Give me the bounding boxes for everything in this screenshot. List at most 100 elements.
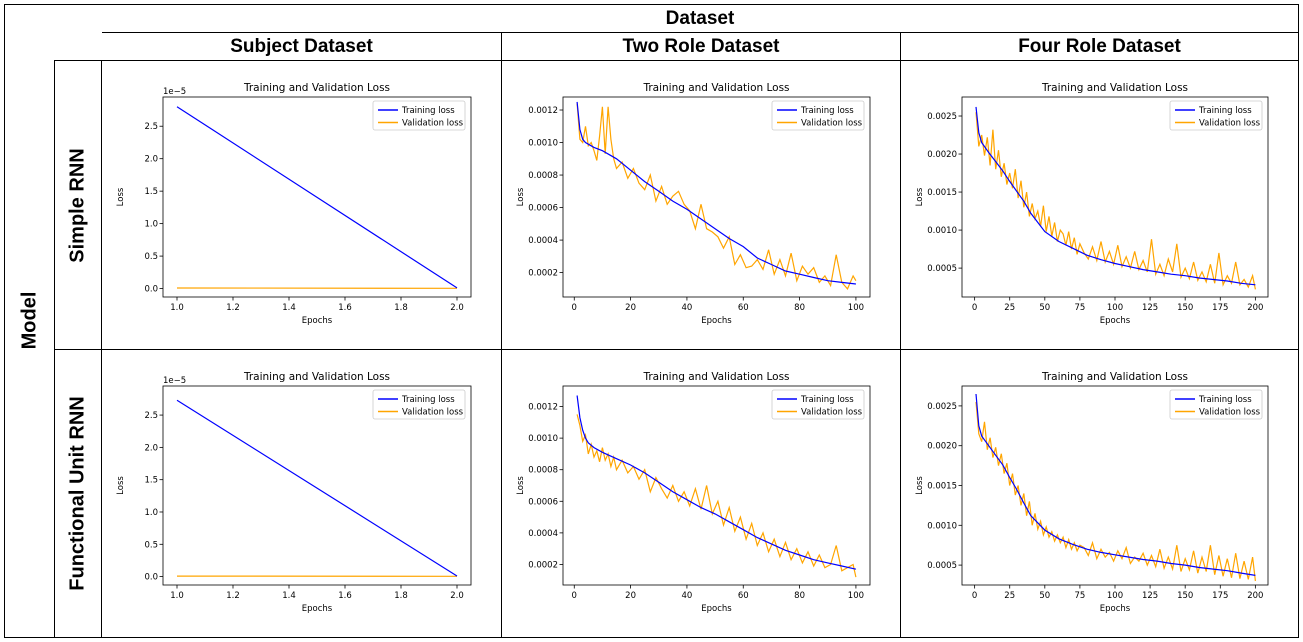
loss-chart-4: Training and Validation Loss 0 20 40 60 80 100… [516,371,871,614]
x-tick-label: 0 [972,303,977,313]
y-tick-label: 0.0002 [528,560,558,570]
x-tick-label: 175 [1212,303,1228,313]
y-tick-label: 0.5 [144,540,158,550]
y-tick-label: 0.5 [144,252,158,262]
legend-entry: Training loss [401,106,455,116]
y-tick-label: 0.0020 [927,442,957,452]
x-tick-label: 20 [625,591,636,601]
y-tick-label: 0.0012 [528,106,558,116]
y-axis-label: Loss [516,187,526,206]
y-tick-label: 0.0010 [528,434,558,444]
x-tick-label: 75 [1074,303,1085,313]
y-tick-label: 0.0005 [927,264,957,274]
x-tick-label: 150 [1177,303,1193,313]
y-tick-label: 0.0015 [927,188,957,198]
validation-loss-line [975,401,1256,582]
training-loss-line [176,106,458,289]
x-tick-label: 125 [1142,591,1158,601]
training-loss-line [576,395,857,570]
y-axis-label: Loss [116,476,126,495]
x-tick-label: 75 [1074,591,1085,601]
col-header-subject: Subject Dataset [101,32,502,61]
x-tick-label: 1.8 [394,303,408,313]
loss-chart-3: Training and Validation Loss 1.0 1.2 1.4 1.6… [116,371,472,614]
training-loss-line [576,101,856,285]
training-loss-line [975,106,1256,286]
validation-loss-line [576,414,857,578]
col-header-two-role: Two Role Dataset [501,32,901,61]
x-tick-label: 50 [1039,303,1050,313]
x-tick-label: 200 [1247,303,1263,313]
legend-entry: Training loss [1198,395,1252,405]
x-tick-label: 125 [1142,303,1158,313]
loss-chart-5: Training and Validation Loss 0 25 50 75 100 12… [915,371,1269,614]
y-tick-label: 0.0008 [528,171,558,181]
x-tick-label: 60 [738,591,749,601]
loss-chart-0: Training and Validation Loss 1.0 1.2 1.4 1.6… [116,82,472,326]
x-tick-label: 1.2 [226,303,240,313]
y-axis-label: Loss [915,476,925,495]
x-tick-label: 150 [1177,591,1193,601]
x-tick-label: 1.0 [170,591,184,601]
x-tick-label: 100 [848,303,864,313]
x-tick-label: 200 [1247,591,1263,601]
chart-title: Training and Validation Loss [642,371,789,383]
y-tick-label: 0.0010 [927,226,957,236]
y-tick-label: 0.0012 [528,403,558,413]
chart-title: Training and Validation Loss [1041,82,1188,94]
y-axis-label: Loss [915,187,925,206]
y-tick-label: 0.0002 [528,269,558,279]
chart-cell-simple-subject: Training and Validation Loss 1.0 1.2 1.4 1.6… [101,60,502,350]
y-tick-label: 2.5 [144,122,158,132]
chart-cell-fu-four-role: Training and Validation Loss 0 25 50 75 100 12… [900,349,1299,638]
legend-entry: Validation loss [402,408,464,418]
x-tick-label: 0 [572,591,577,601]
y-tick-label: 0.0006 [528,204,558,214]
x-tick-label: 2.0 [450,303,464,313]
y-exponent-label: 1e−5 [163,376,186,386]
x-tick-label: 1.6 [338,591,352,601]
model-header-text: Model [18,291,40,350]
col-header-four-role-text: Four Role Dataset [1018,35,1181,57]
plot-frame [162,96,472,298]
y-tick-label: 1.0 [144,508,158,518]
y-tick-label: 2.5 [144,411,158,421]
x-axis-label: Epochs [302,604,333,614]
legend-entry: Training loss [401,395,455,405]
y-tick-label: 0.0008 [528,466,558,476]
col-header-four-role: Four Role Dataset [900,32,1299,61]
chart-title: Training and Validation Loss [1041,371,1188,383]
y-tick-label: 0.0015 [927,482,957,492]
legend-entry: Validation loss [801,408,863,418]
row-header-functional-unit-rnn: Functional Unit RNN [54,349,102,638]
plot-frame [562,385,871,586]
plot-frame [162,385,472,586]
legend-entry: Validation loss [1199,119,1261,129]
y-axis-label: Loss [516,476,526,495]
x-tick-label: 1.0 [170,303,184,313]
x-tick-label: 100 [1107,591,1123,601]
x-axis-label: Epochs [701,604,732,614]
chart-title: Training and Validation Loss [243,371,390,383]
validation-loss-line [576,103,857,291]
x-tick-label: 1.4 [282,303,296,313]
legend-entry: Validation loss [1199,408,1261,418]
y-tick-label: 0.0005 [927,561,957,571]
legend-entry: Validation loss [801,119,863,129]
col-header-subject-text: Subject Dataset [230,35,373,57]
x-tick-label: 100 [1107,303,1123,313]
dataset-header-text: Dataset [665,7,735,29]
y-tick-label: 1.5 [144,476,158,486]
x-tick-label: 40 [682,303,693,313]
x-tick-label: 1.8 [394,591,408,601]
x-tick-label: 20 [625,303,636,313]
y-tick-label: 1.0 [144,220,158,230]
chart-cell-simple-two-role: Training and Validation Loss 0 20 40 60 80 100… [501,60,901,350]
y-tick-label: 0.0025 [927,402,957,412]
x-axis-label: Epochs [701,316,732,326]
x-tick-label: 80 [794,591,805,601]
plot-frame [562,96,871,298]
col-header-two-role-text: Two Role Dataset [622,35,780,57]
x-tick-label: 1.6 [338,303,352,313]
x-axis-label: Epochs [1100,316,1131,326]
